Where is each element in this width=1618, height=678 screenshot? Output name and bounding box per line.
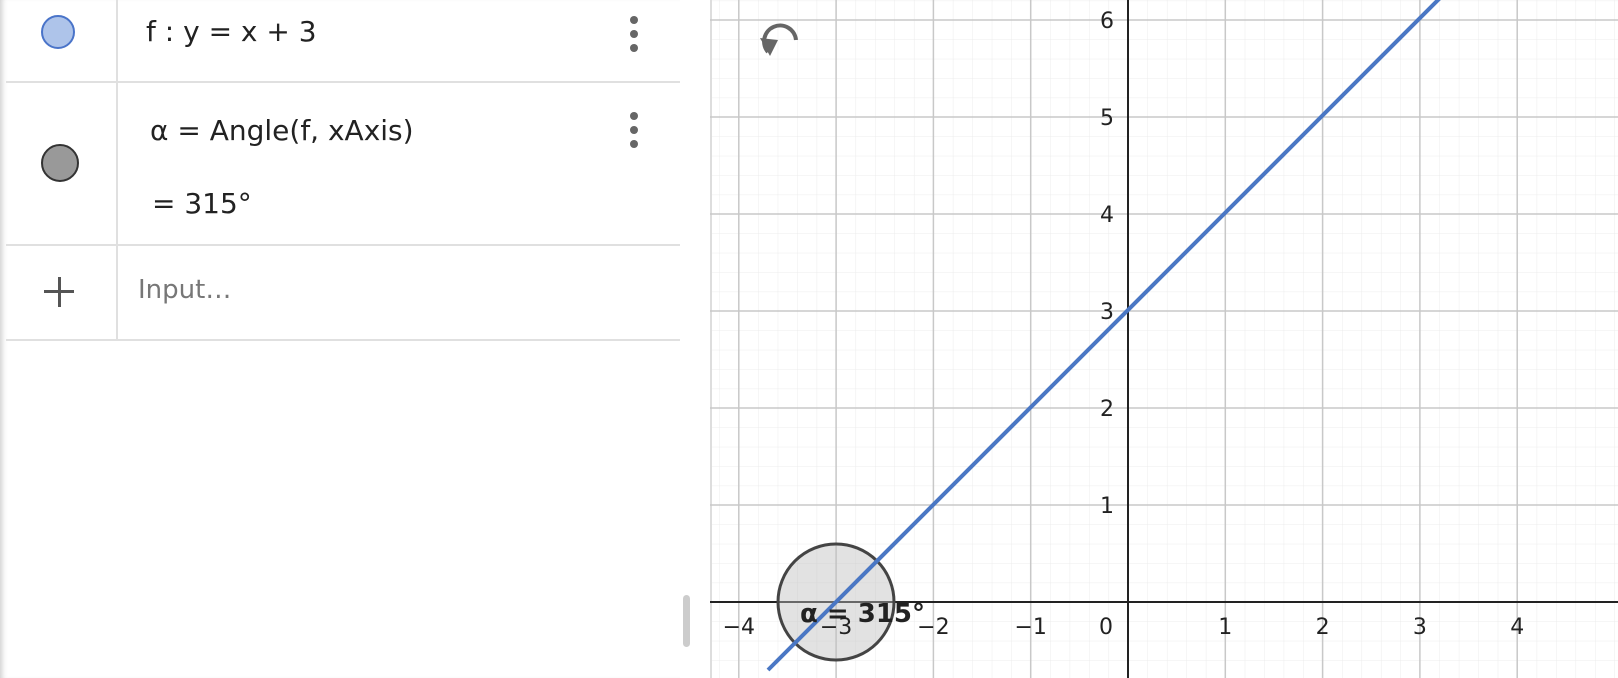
angle-label: α = 315° [800,599,925,629]
x-tick-label: 0 [1099,615,1113,640]
visibility-toggle[interactable] [41,144,79,182]
graphics-view: α = 315° −4 −3 −2 −1 0 1 2 3 4 1 2 3 4 5 6 [710,0,1618,678]
y-tick-label: 3 [1100,300,1114,325]
menu-buttons[interactable] [620,10,648,160]
border [710,0,712,678]
x-tick-label: 3 [1413,615,1427,640]
x-tick-label: −4 [723,615,755,640]
definition[interactable]: f : y = x + 3 [146,15,317,48]
visibility-toggle[interactable] [41,15,75,49]
y-tick-label: 5 [1100,106,1114,131]
x-tick-label: −3 [820,615,852,640]
x-tick-label: 2 [1316,615,1330,640]
undo-button[interactable] [760,38,778,56]
x-tick-label: 4 [1510,615,1524,640]
scrollbar[interactable] [683,595,690,647]
y-tick-label: 4 [1100,203,1114,228]
x-tick-label: −2 [917,615,949,640]
definition[interactable]: α = Angle(f, xAxis) [150,114,414,147]
y-tick-label: 1 [1100,494,1114,519]
divider [6,81,680,83]
divider [116,0,118,340]
add-icon[interactable] [57,277,61,307]
line-f[interactable] [766,0,1444,672]
algebra-view: f : y = x + 3 α = Angle(f, xAxis) = 315°… [0,0,690,678]
y-tick-label: 6 [1100,9,1114,34]
input-bar[interactable]: Input… [138,275,232,305]
x-tick-label: −1 [1014,615,1046,640]
divider [6,339,680,341]
divider [6,244,680,246]
minor-grid [710,0,1618,678]
y-tick-label: 2 [1100,397,1114,422]
x-tick-label: 1 [1218,615,1232,640]
value: = 315° [152,187,252,220]
